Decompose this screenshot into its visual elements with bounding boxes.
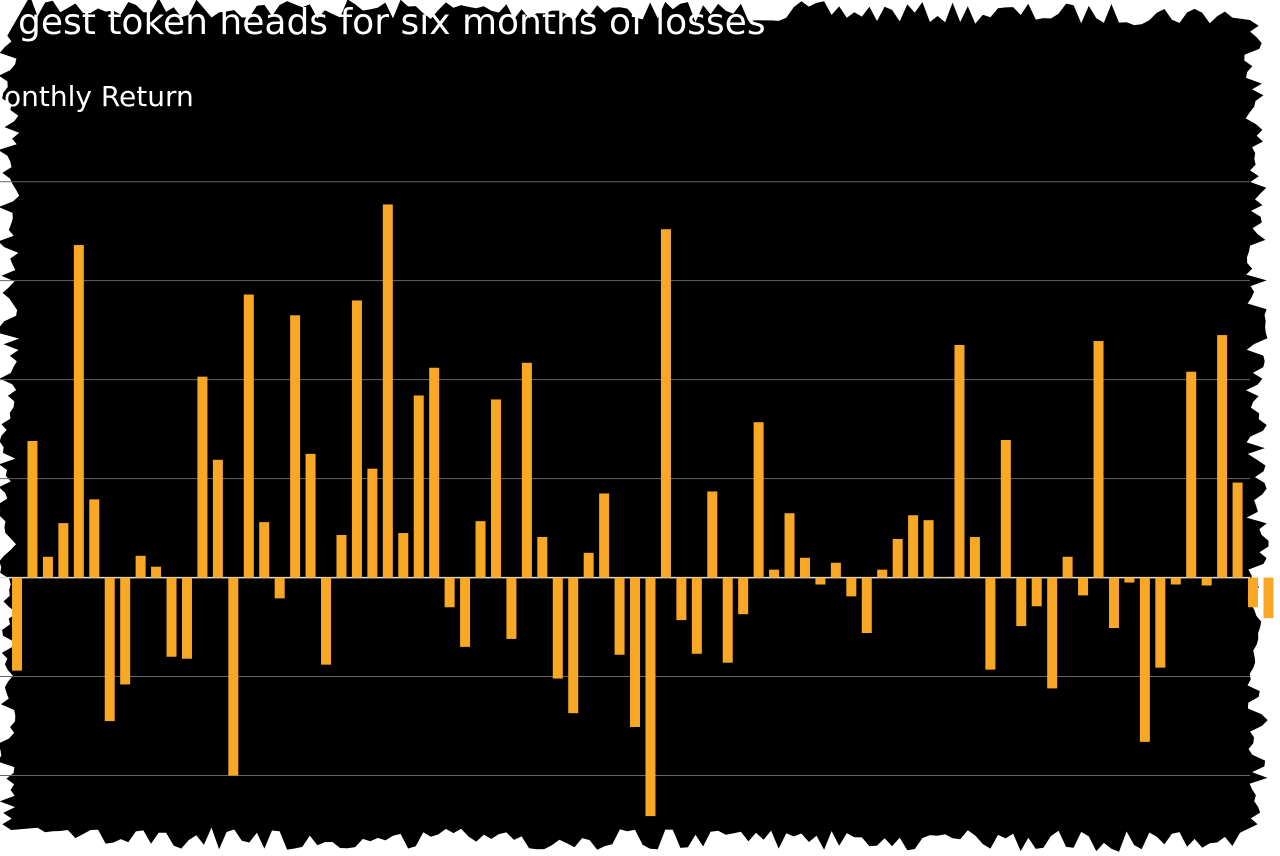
bar xyxy=(892,538,903,578)
bar xyxy=(815,577,826,585)
bar xyxy=(784,513,795,578)
bar xyxy=(212,459,223,578)
bar xyxy=(939,577,950,579)
bar xyxy=(985,577,996,670)
bar xyxy=(923,520,934,578)
bar xyxy=(1016,577,1027,627)
bar xyxy=(166,577,177,657)
bar xyxy=(73,245,84,578)
bar xyxy=(367,468,378,578)
bar xyxy=(1232,482,1243,578)
bar xyxy=(1155,577,1166,668)
bar xyxy=(290,315,301,578)
bar xyxy=(58,523,69,578)
bar xyxy=(506,577,517,639)
bar xyxy=(830,562,841,578)
bar xyxy=(228,577,239,776)
bar xyxy=(274,577,285,599)
bar xyxy=(243,294,254,578)
bar xyxy=(645,577,656,817)
bar xyxy=(537,536,548,578)
bar xyxy=(846,577,857,597)
bar xyxy=(259,522,270,578)
bar xyxy=(475,521,486,578)
bar xyxy=(12,577,23,671)
bar xyxy=(151,566,162,578)
bar xyxy=(707,491,718,578)
bar xyxy=(769,569,780,578)
bar xyxy=(1217,335,1228,578)
bar xyxy=(444,577,455,608)
bar xyxy=(954,344,965,578)
bar xyxy=(583,552,594,578)
bar xyxy=(413,395,424,578)
bar xyxy=(27,440,38,578)
bar xyxy=(398,533,409,578)
bar xyxy=(429,367,440,578)
bar xyxy=(799,557,810,578)
bar xyxy=(1201,577,1212,586)
bar xyxy=(521,362,532,578)
bar xyxy=(1000,440,1011,578)
bar xyxy=(691,577,702,654)
bar xyxy=(877,569,888,578)
bar xyxy=(351,300,362,578)
bar xyxy=(599,493,610,578)
bar xyxy=(568,577,579,714)
bar xyxy=(552,577,563,679)
bar xyxy=(197,376,208,578)
chart-title: gest token heads for six months of losse… xyxy=(18,2,766,43)
bar xyxy=(722,577,733,663)
bar xyxy=(1139,577,1150,742)
bar xyxy=(460,577,471,647)
bar xyxy=(1093,341,1104,578)
bar xyxy=(614,577,625,655)
bar xyxy=(1062,556,1073,578)
bar xyxy=(135,555,146,578)
bar xyxy=(1031,577,1042,607)
bar xyxy=(1186,371,1197,578)
bars xyxy=(12,204,1274,817)
bar xyxy=(676,577,687,621)
bar xyxy=(490,399,501,578)
bar xyxy=(1047,577,1058,689)
bar xyxy=(1263,577,1274,619)
bar xyxy=(181,577,192,659)
bar xyxy=(321,577,332,665)
bar xyxy=(738,577,749,615)
bar xyxy=(1170,577,1181,585)
bar xyxy=(861,577,872,633)
bar xyxy=(1124,577,1135,583)
bar xyxy=(120,577,131,685)
bar xyxy=(89,499,100,578)
bar xyxy=(104,577,115,722)
bar xyxy=(382,204,393,578)
bar xyxy=(753,422,764,578)
bar xyxy=(1248,577,1259,608)
bar xyxy=(1078,577,1089,596)
bar xyxy=(630,577,641,728)
bar xyxy=(336,535,347,578)
bar xyxy=(1108,577,1119,629)
chart-subtitle: onthly Return xyxy=(4,80,194,113)
bar xyxy=(969,536,980,578)
bar xyxy=(660,229,671,578)
bar xyxy=(908,515,919,578)
bar xyxy=(42,556,53,578)
bar xyxy=(305,453,316,578)
